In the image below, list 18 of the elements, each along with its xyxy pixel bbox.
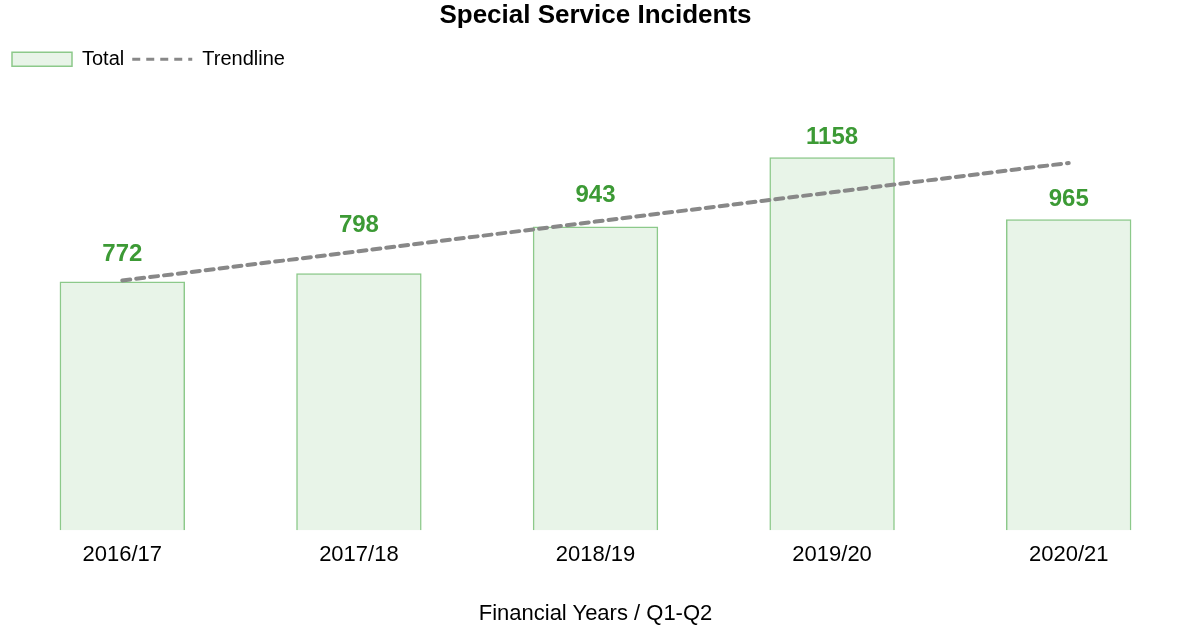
data-label: 798 — [338, 209, 379, 237]
x-tick-label: 2018/19 — [555, 541, 636, 567]
data-label: 1158 — [806, 121, 859, 149]
bar — [59, 281, 185, 531]
chart-title: Special Service Incidents — [439, 0, 752, 29]
x-axis-title: Financial Years / Q1-Q2 — [478, 599, 713, 625]
data-label: 965 — [1048, 183, 1089, 211]
x-tick-label: 2020/21 — [1028, 541, 1109, 567]
bar — [296, 273, 422, 531]
legend-label: Trendline — [202, 46, 285, 69]
data-label: 943 — [575, 180, 616, 208]
x-tick-label: 2019/20 — [792, 541, 872, 567]
x-tick-label: 2016/17 — [82, 541, 163, 567]
legend-label: Total — [82, 46, 125, 69]
x-tick-label: 2017/18 — [319, 541, 399, 567]
data-label: 772 — [102, 239, 143, 267]
bar — [532, 226, 659, 531]
bar — [1006, 219, 1132, 531]
